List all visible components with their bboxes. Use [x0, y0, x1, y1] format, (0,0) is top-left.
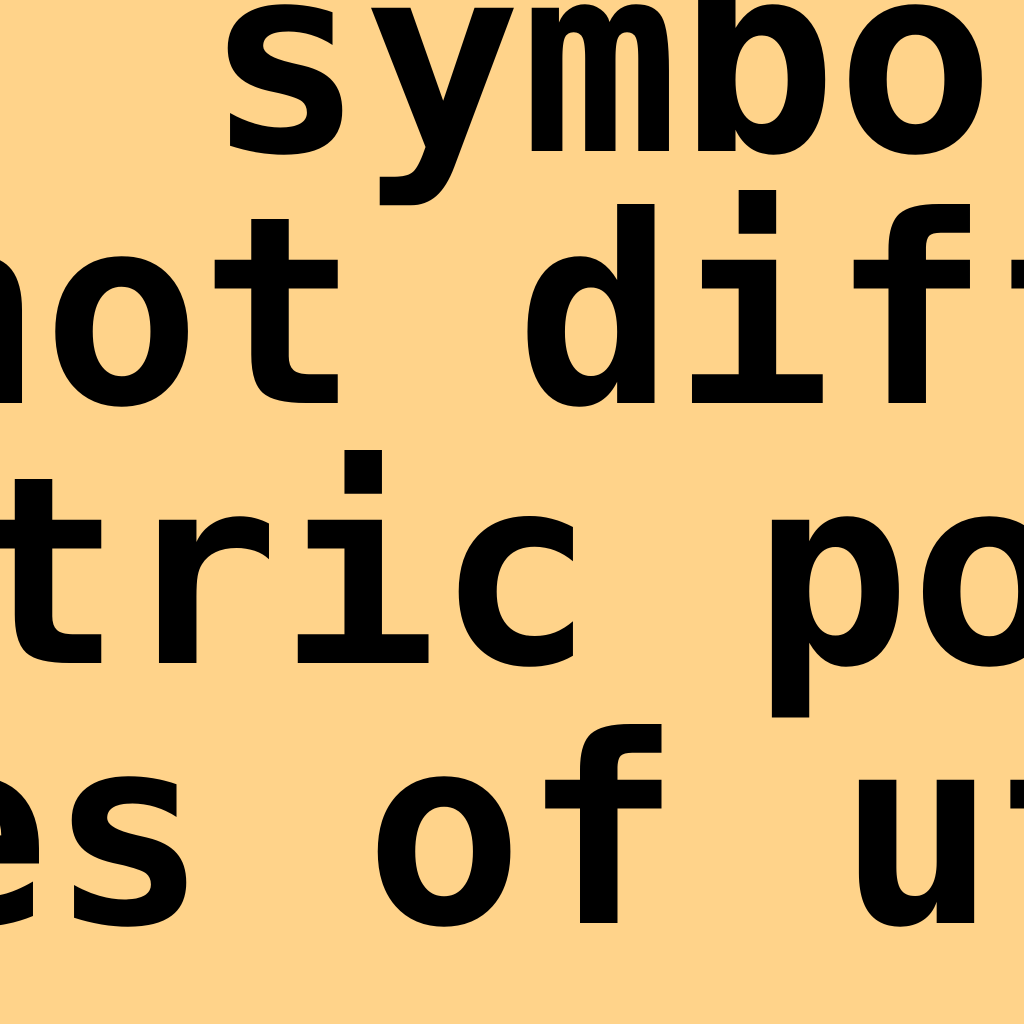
text-line-1: symbols: [205, 0, 1024, 213]
text-line-3: tric pow: [0, 420, 1024, 725]
text-line-4: es of uti: [0, 680, 1024, 985]
text-line-2: not diffe: [0, 160, 1024, 465]
